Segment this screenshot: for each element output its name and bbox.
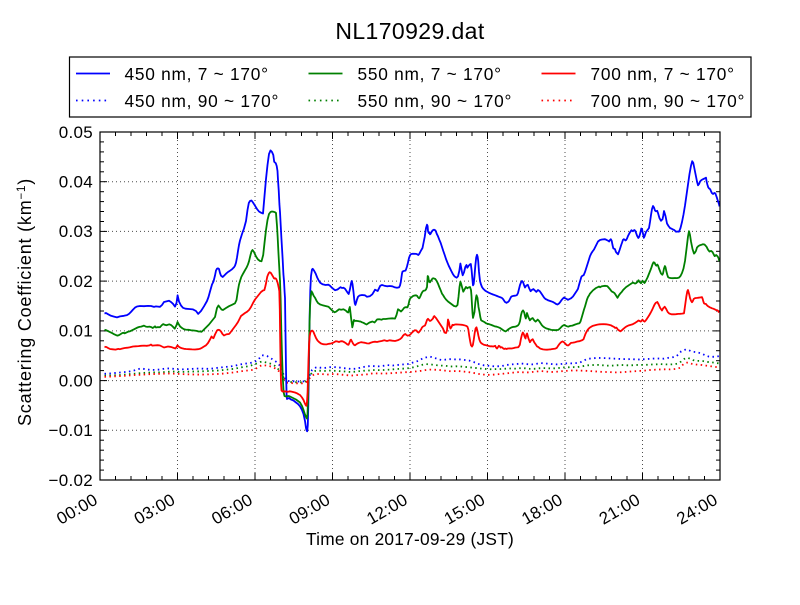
svg-text:0.00: 0.00 bbox=[59, 371, 93, 390]
svg-text:700 nm, 90 ~ 170°: 700 nm, 90 ~ 170° bbox=[591, 91, 746, 111]
svg-text:0.05: 0.05 bbox=[59, 123, 93, 142]
svg-text:450 nm, 90 ~ 170°: 450 nm, 90 ~ 170° bbox=[125, 91, 280, 111]
svg-text:0.01: 0.01 bbox=[59, 322, 93, 341]
svg-text:0.04: 0.04 bbox=[59, 173, 93, 192]
svg-text:550 nm, 7 ~ 170°: 550 nm, 7 ~ 170° bbox=[358, 64, 502, 84]
svg-text:Scattering Coefficient (km−1): Scattering Coefficient (km−1) bbox=[15, 178, 35, 426]
svg-text:450 nm, 7 ~ 170°: 450 nm, 7 ~ 170° bbox=[125, 64, 269, 84]
svg-text:550 nm, 90 ~ 170°: 550 nm, 90 ~ 170° bbox=[358, 91, 513, 111]
svg-text:Time on 2017-09-29 (JST): Time on 2017-09-29 (JST) bbox=[306, 529, 514, 549]
svg-text:−0.01: −0.01 bbox=[48, 421, 93, 440]
svg-text:0.03: 0.03 bbox=[59, 222, 93, 241]
svg-text:0.02: 0.02 bbox=[59, 272, 93, 291]
svg-text:700 nm, 7 ~ 170°: 700 nm, 7 ~ 170° bbox=[591, 64, 735, 84]
svg-text:NL170929.dat: NL170929.dat bbox=[335, 18, 485, 44]
svg-text:−0.02: −0.02 bbox=[48, 471, 93, 490]
